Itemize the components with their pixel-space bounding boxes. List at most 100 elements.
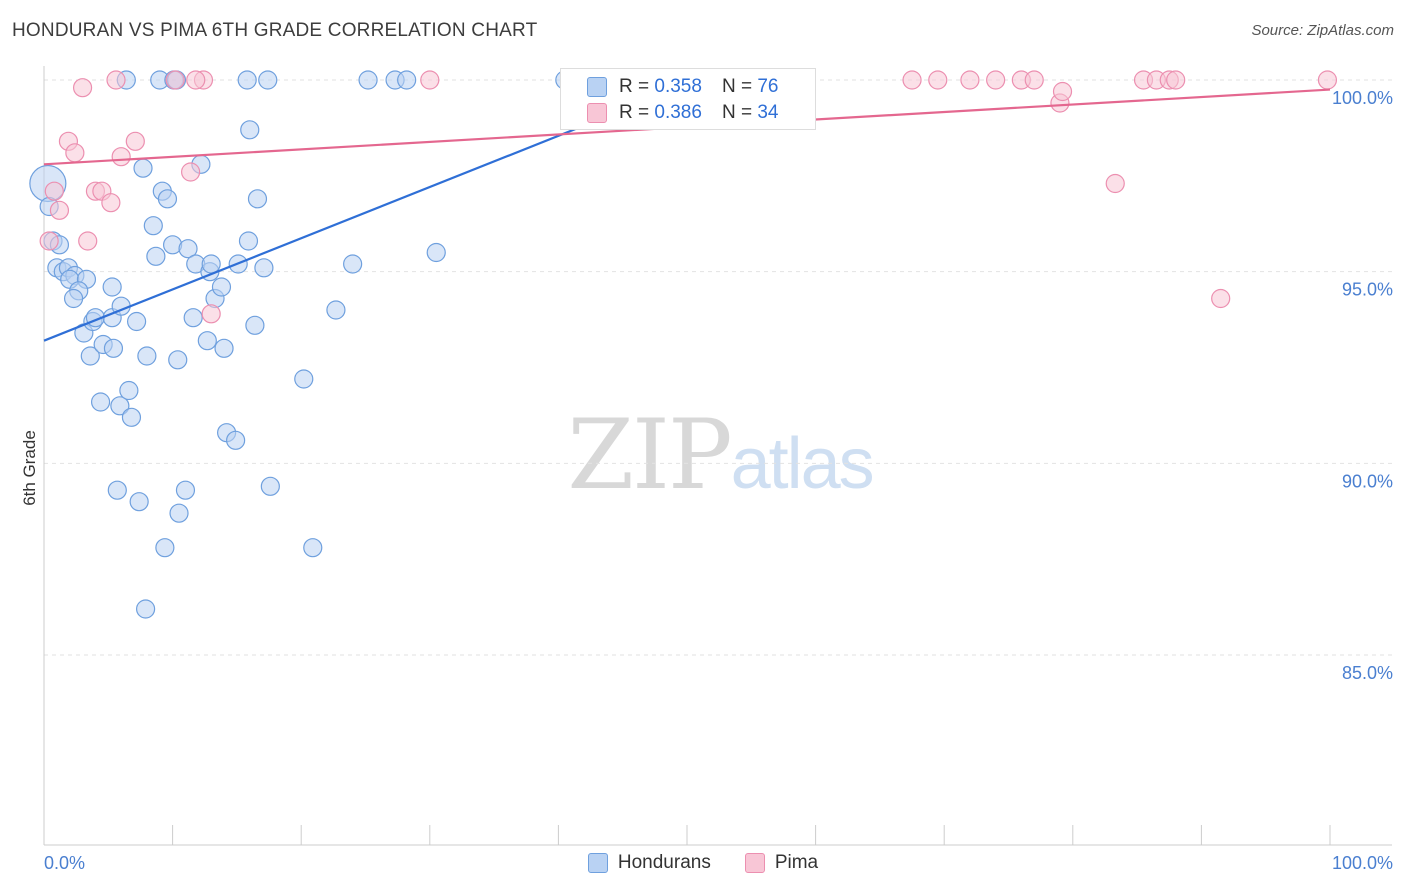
honduran-point (211, 277, 232, 297)
honduran-point (258, 70, 278, 90)
pima-point (960, 70, 980, 90)
pima-point (1105, 173, 1125, 194)
pima-point (186, 70, 206, 90)
pima-legend-label: Pima (774, 852, 819, 873)
honduran-point (226, 430, 246, 450)
hondurans-legend-swatch (587, 853, 608, 873)
honduran-point (126, 311, 147, 332)
honduran-point (103, 338, 124, 358)
honduran-point (121, 407, 142, 427)
pima-point (201, 304, 221, 324)
pima-point (125, 131, 145, 151)
legend-n-value: 76 (757, 76, 779, 97)
honduran-point (294, 369, 314, 389)
pima-point (181, 162, 201, 182)
honduran-point (133, 158, 153, 178)
pima-legend-swatch (744, 853, 765, 873)
series-legend-hondurans[interactable]: Hondurans (587, 852, 711, 874)
honduran-point (214, 338, 234, 358)
pima-point (106, 70, 126, 90)
source-label: Source: ZipAtlas.com (1251, 22, 1394, 39)
pima-point (1211, 288, 1231, 309)
honduran-point (155, 538, 175, 558)
pima-point (78, 231, 98, 251)
honduran-point (238, 231, 259, 251)
legend-n-label: N = (721, 76, 753, 97)
honduran-point (237, 70, 257, 90)
pima-point (39, 231, 59, 251)
x-tick-label: 0.0% (44, 853, 85, 873)
honduran-point (303, 538, 323, 558)
legend-r-value: 0.358 (654, 76, 702, 97)
honduran-point (90, 392, 111, 412)
legend-row-pima: R = 0.386 N = 34 (587, 100, 778, 126)
honduran-point (183, 308, 203, 328)
honduran-point (110, 396, 130, 416)
honduran-point (247, 189, 268, 209)
honduran-point (135, 599, 156, 619)
y-tick-label: 95.0% (1342, 280, 1393, 300)
honduran-point (143, 216, 163, 236)
pima-point (1166, 70, 1186, 90)
honduran-point (260, 476, 280, 496)
honduran-point (178, 239, 198, 259)
honduran-point (254, 258, 274, 278)
y-axis-label: 6th Grade (20, 430, 39, 506)
honduran-point (129, 492, 149, 512)
honduran-point (397, 70, 417, 90)
pima-point (111, 147, 131, 167)
watermark: ZIPatlas (567, 399, 875, 511)
x-tick-label: 100.0% (1332, 853, 1393, 873)
honduran-point (168, 350, 188, 370)
pima-point (49, 200, 70, 220)
honduran-point (240, 120, 260, 140)
watermark-zip: ZIP (567, 399, 732, 511)
honduran-point (175, 480, 196, 500)
series-legend: Hondurans Pima (0, 852, 1406, 874)
pima-point (65, 143, 85, 163)
pima-point (72, 78, 93, 98)
honduran-point (146, 246, 166, 266)
y-tick-label: 90.0% (1342, 471, 1393, 491)
pima-point (986, 70, 1006, 90)
honduran-point (169, 503, 189, 523)
honduran-point (343, 254, 363, 274)
honduran-point (326, 300, 346, 320)
stats-legend: R = 0.358 N = 76 R = 0.386 N = 34 (560, 68, 816, 130)
series-legend-pima[interactable]: Pima (744, 852, 819, 874)
honduran-point (137, 346, 157, 366)
legend-r-label: R = (619, 102, 650, 123)
honduran-point (119, 380, 139, 401)
honduran-point (107, 480, 127, 500)
watermark-atlas: atlas (730, 424, 875, 504)
honduran-point (157, 189, 178, 209)
pima-point (1317, 70, 1338, 90)
pima-point (165, 70, 185, 90)
y-tick-label: 85.0% (1342, 663, 1393, 683)
pima-point (928, 70, 948, 90)
pima-point (101, 193, 121, 213)
pima-point (1024, 70, 1044, 90)
chart-title: HONDURAN VS PIMA 6TH GRADE CORRELATION C… (12, 20, 538, 41)
honduran-point (102, 277, 122, 297)
legend-r-label: R = (619, 76, 650, 97)
honduran-point (201, 254, 221, 274)
honduran-point (426, 242, 446, 263)
hondurans-legend-label: Hondurans (617, 852, 711, 873)
hondurans-swatch (587, 77, 607, 97)
honduran-point (245, 315, 265, 335)
pima-point (902, 70, 922, 90)
y-tick-label: 100.0% (1332, 88, 1393, 108)
legend-row-hondurans: R = 0.358 N = 76 (587, 74, 778, 100)
honduran-point (63, 288, 84, 309)
honduran-point (197, 331, 217, 351)
pima-point (420, 70, 440, 90)
legend-n-value: 34 (757, 102, 779, 123)
honduran-point (80, 346, 100, 366)
pima-point (1052, 81, 1073, 102)
legend-r-value: 0.386 (654, 102, 702, 123)
honduran-point (358, 70, 378, 90)
legend-n-label: N = (721, 102, 753, 123)
pima-point (44, 181, 64, 201)
